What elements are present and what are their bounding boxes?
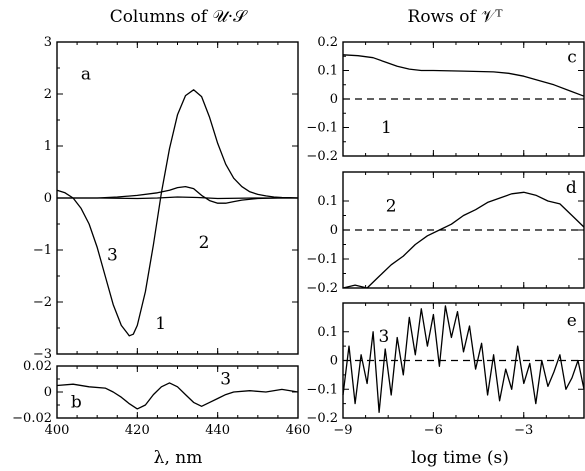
y-tick-label: 0.1 xyxy=(317,64,338,79)
panel-e: −0.2 −0.1 0 0.1 −9 −6 −3 e 3 xyxy=(306,302,585,438)
left-column-title: Columns of 𝒰·𝒮 xyxy=(110,7,248,27)
y-tick-label: 0 xyxy=(44,191,52,206)
y-tick-label: 0.1 xyxy=(317,325,338,340)
y-tick-label: 1 xyxy=(44,139,52,154)
y-tick-label: −0.2 xyxy=(306,411,338,426)
y-tick-label: −0.2 xyxy=(306,149,338,164)
x-tick-label: −6 xyxy=(424,423,443,438)
curve-label: 1 xyxy=(155,314,166,334)
series-line-1 xyxy=(342,54,585,97)
series-line-2 xyxy=(57,185,298,204)
y-tick-label: −1 xyxy=(33,243,52,258)
y-tick-label: 0 xyxy=(330,354,338,369)
series-line-3 xyxy=(56,382,299,410)
y-tick-label: −3 xyxy=(33,347,52,362)
y-tick-label: −0.1 xyxy=(306,382,338,397)
panel-letter: b xyxy=(71,393,82,413)
curve-label: 3 xyxy=(220,370,231,390)
panel-letter: d xyxy=(566,178,577,198)
y-tick-label: −0.1 xyxy=(306,121,338,136)
panel-letter: c xyxy=(567,48,577,68)
series-line-3 xyxy=(342,305,585,413)
right-column-title: Rows of 𝒱ᵀ xyxy=(408,7,504,27)
curve-label: 1 xyxy=(381,118,392,138)
panel-letter: a xyxy=(81,64,91,84)
y-tick-label: −2 xyxy=(33,295,52,310)
y-tick-label: 3 xyxy=(44,35,52,50)
y-tick-label: −0.2 xyxy=(306,281,338,296)
panel-letter: e xyxy=(567,311,577,331)
panel-c: −0.2 −0.1 0 0.1 0.2 c 1 xyxy=(306,35,585,164)
x-tick-label: 420 xyxy=(125,423,150,438)
y-tick-label: 0.02 xyxy=(23,359,52,374)
curve-label: 3 xyxy=(107,245,118,265)
y-tick-label: 0.1 xyxy=(317,194,338,209)
y-tick-label: 0 xyxy=(330,223,338,238)
y-tick-label: −0.1 xyxy=(306,252,338,267)
y-tick-label: 0 xyxy=(44,385,52,400)
curve-label: 2 xyxy=(386,196,397,216)
x-tick-label: 460 xyxy=(286,423,311,438)
panel-d: −0.2 −0.1 0 0.1 d 2 xyxy=(306,171,585,296)
x-tick-label: −9 xyxy=(333,423,352,438)
x-tick-label: −3 xyxy=(514,423,533,438)
panel-a: −3 −2 −1 0 1 2 3 a 1 2 3 xyxy=(33,35,299,362)
y-tick-label: 0 xyxy=(330,92,338,107)
series-line-1 xyxy=(56,89,299,337)
right-x-axis-title: log time (s) xyxy=(411,448,509,468)
curve-label: 3 xyxy=(379,327,390,347)
y-tick-label: 2 xyxy=(44,87,52,102)
left-x-axis-title: λ, nm xyxy=(154,448,203,468)
y-tick-label: −0.02 xyxy=(12,411,52,426)
x-tick-label: 400 xyxy=(45,423,70,438)
y-tick-label: 0.2 xyxy=(317,35,338,50)
series-line-3 xyxy=(57,196,298,200)
panel-b: −0.02 0 0.02 400 420 440 460 b 3 xyxy=(12,359,310,438)
curve-label: 2 xyxy=(199,233,210,253)
series-line-2 xyxy=(342,191,585,289)
x-tick-label: 440 xyxy=(205,423,230,438)
